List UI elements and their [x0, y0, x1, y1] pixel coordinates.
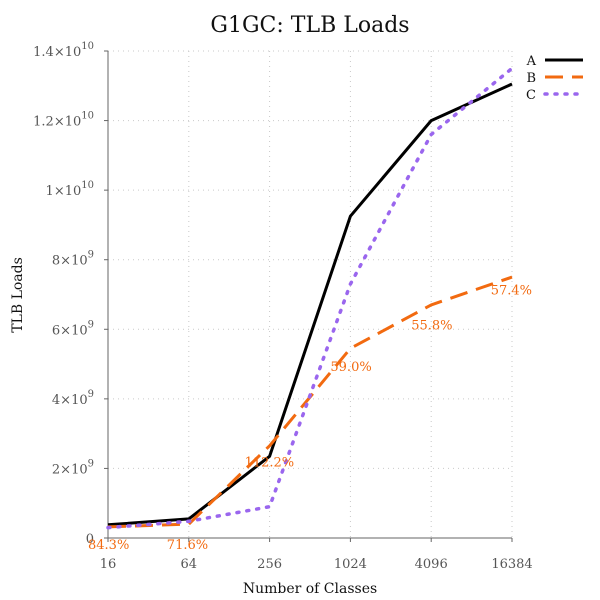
y-tick-label-base: 1.2×10: [33, 115, 81, 130]
y-tick-label-base: 8×10: [52, 254, 88, 269]
y-tick-label-base: 1×10: [46, 184, 82, 199]
data-annotation: 59.0%: [330, 360, 371, 375]
y-tick-label: 1.4×1010: [33, 41, 94, 60]
data-annotation: 84.3%: [88, 538, 129, 553]
data-annotation: 112.2%: [245, 456, 295, 471]
legend-label: C: [526, 88, 536, 103]
y-tick-label: 4×109: [52, 389, 94, 408]
y-axis-label: TLB Loads: [10, 257, 26, 333]
x-tick-label: 1024: [334, 557, 367, 572]
x-tick-label: 64: [181, 557, 198, 572]
series-line-b: [107, 275, 513, 529]
legend-label: B: [526, 71, 536, 86]
y-tick-label-exponent: 9: [88, 389, 94, 400]
y-tick-label-exponent: 9: [88, 250, 94, 261]
series-line-a: [107, 82, 513, 527]
y-tick-label: 0: [86, 532, 94, 547]
y-tick-label: 1×1010: [46, 180, 94, 199]
x-tick-label: 16: [100, 557, 117, 572]
y-tick-label-exponent: 10: [81, 180, 94, 191]
series-line-c: [106, 66, 514, 530]
y-tick-label-exponent: 9: [88, 458, 94, 469]
y-tick-label-base: 0: [86, 532, 94, 547]
series-lines: [106, 66, 514, 530]
legend: ABC: [526, 54, 585, 103]
data-annotation: 55.8%: [411, 318, 452, 333]
x-tick-label: 16384: [491, 557, 532, 572]
grid: [107, 50, 513, 539]
x-tick-label: 4096: [415, 557, 448, 572]
y-tick-label-base: 2×10: [52, 462, 88, 477]
axes: 02×1094×1096×1098×1091×10101.2×10101.4×1…: [33, 41, 533, 572]
y-tick-label: 1.2×1010: [33, 111, 94, 130]
data-annotation: 57.4%: [491, 284, 532, 299]
y-tick-label-exponent: 9: [88, 319, 94, 330]
x-axis-label: Number of Classes: [243, 581, 377, 597]
x-tick-label: 256: [257, 557, 282, 572]
y-tick-label-base: 1.4×10: [33, 45, 81, 60]
y-tick-label-exponent: 10: [81, 111, 94, 122]
annotations: 84.3% 71.6% 112.2% 59.0% 55.8% 57.4%: [88, 284, 532, 554]
y-tick-label: 6×109: [52, 319, 94, 338]
chart-title: G1GC: TLB Loads: [210, 13, 409, 38]
y-tick-label: 8×109: [52, 250, 94, 269]
legend-label: A: [526, 54, 537, 69]
y-tick-label-base: 6×10: [52, 323, 88, 338]
y-tick-label: 2×109: [52, 458, 94, 477]
y-tick-label-base: 4×10: [52, 393, 88, 408]
data-annotation: 71.6%: [167, 538, 208, 553]
y-tick-label-exponent: 10: [81, 41, 94, 52]
